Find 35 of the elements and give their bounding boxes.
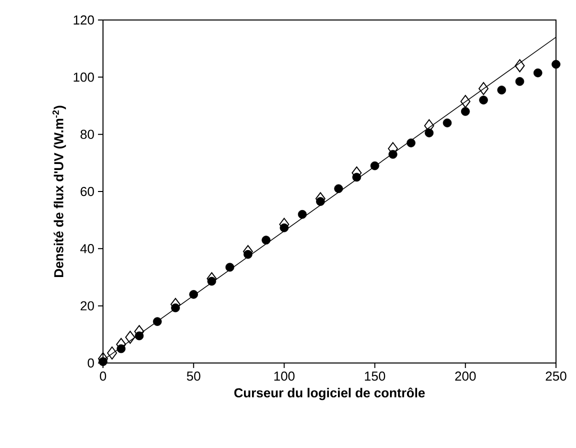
y-axis-title: Densité de flux d'UV (W.m$^{-2}$) [52,106,66,278]
y-tick-label: 100 [74,72,94,82]
point [406,138,416,148]
x-tick-label: 200 [455,372,476,381]
point [370,161,380,170]
y-tick-label: 40 [80,244,94,254]
y-tick-label: 60 [80,186,94,196]
y-tick-label: 120 [74,15,94,25]
point [461,107,470,116]
x-axis-title: Curseur du logiciel de contrôle [234,388,425,400]
x-tick-label: 0 [100,372,106,381]
x-tick-label: 50 [186,372,200,381]
point [479,96,488,104]
point [107,346,118,360]
point [552,60,560,69]
y-tick-label: 0 [88,358,94,368]
point [152,317,162,326]
point [225,262,234,272]
point [442,118,452,128]
point [497,86,506,94]
point [298,210,307,219]
x-tick-label: 250 [546,372,566,381]
point [334,184,343,194]
point [514,59,525,72]
point [533,68,542,78]
point [262,236,270,244]
y-tick-label: 20 [80,301,94,310]
point [515,77,524,86]
point [125,330,136,344]
y-tick-label: 80 [80,130,94,139]
x-tick-label: 100 [274,372,295,381]
x-tick-label: 150 [364,372,386,381]
point [189,290,198,299]
point [460,94,470,108]
point [478,82,489,96]
